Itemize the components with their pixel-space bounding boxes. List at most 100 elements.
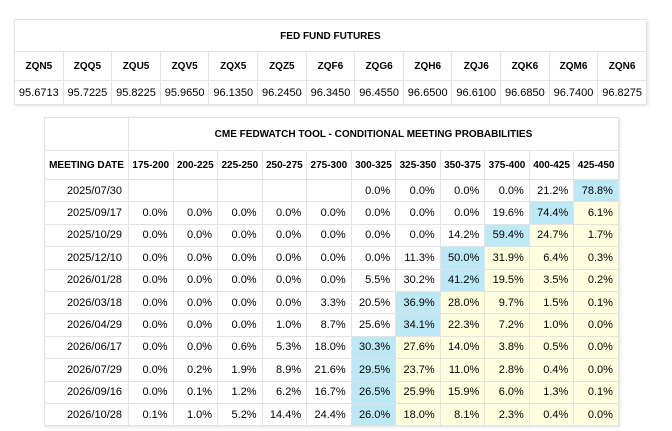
probability-cell: 0.0%	[439, 201, 486, 225]
probability-cell: 1.0%	[261, 313, 308, 337]
probability-cell: 24.4%	[306, 402, 352, 427]
probability-cell: 78.8%	[573, 178, 619, 203]
probability-cell: 0.6%	[217, 335, 263, 360]
probability-cell: 2.3%	[484, 402, 530, 427]
probability-cell: 1.9%	[217, 358, 263, 382]
probability-cell: 0.4%	[528, 358, 575, 382]
rate-range-header: 325-350	[395, 150, 441, 180]
futures-price-cell: 96.4550	[354, 80, 404, 105]
futures-price-cell: 96.6500	[402, 80, 453, 105]
meeting-row: 2025/10/29 0.0% 0.0% 0.0% 0.0% 0.0% 0.0% 0.0% 14…	[44, 223, 619, 248]
probability-cell: 9.7%	[484, 290, 530, 315]
probability-cell: 0.0%	[172, 313, 219, 337]
probability-cell: 0.0%	[172, 223, 219, 248]
rate-range-header: 400-425	[528, 150, 575, 180]
probability-cell: 0.0%	[395, 201, 441, 225]
probability-cell: 0.0%	[306, 246, 352, 270]
probability-cell: 0.0%	[261, 201, 308, 225]
probability-cell: 23.7%	[395, 358, 441, 382]
futures-contract-header: ZQU5	[111, 51, 161, 81]
rate-range-header: 200-225	[172, 150, 219, 180]
probability-cell: 24.7%	[528, 223, 575, 248]
probability-cell: 0.0%	[573, 335, 619, 360]
probability-cell: 0.0%	[128, 268, 174, 292]
probability-cell	[261, 178, 308, 203]
rate-range-header: 425-450	[573, 150, 619, 180]
rate-range-header: 225-250	[217, 150, 263, 180]
probability-cell: 0.0%	[350, 246, 397, 270]
probability-cell: 0.0%	[217, 223, 263, 248]
probability-cell: 0.0%	[573, 358, 619, 382]
probability-cell: 0.1%	[128, 402, 174, 427]
meeting-date-cell: 2026/07/29	[44, 358, 129, 382]
probability-cell: 0.0%	[350, 178, 397, 203]
probability-cell: 25.6%	[350, 313, 397, 337]
futures-price-cell: 96.2450	[257, 80, 307, 105]
probability-cell: 0.2%	[172, 358, 219, 382]
probability-cell: 6.1%	[573, 201, 619, 225]
probability-cell: 0.0%	[306, 201, 352, 225]
futures-price-cell: 96.3450	[305, 80, 356, 105]
probability-cell: 0.0%	[573, 402, 619, 427]
probability-cell: 3.5%	[528, 268, 575, 292]
probability-cell: 30.3%	[350, 335, 397, 360]
meeting-row: 2025/09/17 0.0% 0.0% 0.0% 0.0% 0.0% 0.0% 0.0% 0.…	[44, 201, 619, 225]
probability-cell: 0.0%	[261, 290, 308, 315]
meeting-row: 2026/01/28 0.0% 0.0% 0.0% 0.0% 0.0% 5.5% 30.2% 4…	[44, 268, 619, 292]
probability-cell: 0.0%	[395, 178, 441, 203]
probability-cell: 0.0%	[217, 201, 263, 225]
futures-title: FED FUND FUTURES	[14, 19, 647, 52]
futures-contract-header: ZQZ5	[257, 51, 307, 81]
rate-range-header: 300-325	[350, 150, 397, 180]
probability-cell: 0.0%	[217, 268, 263, 292]
futures-title-row: FED FUND FUTURES	[14, 19, 647, 52]
probability-cell: 0.0%	[128, 246, 174, 270]
probability-cell: 1.3%	[528, 380, 575, 404]
probability-cell: 0.0%	[395, 223, 441, 248]
futures-price-cell: 95.7225	[62, 80, 113, 105]
probability-cell: 0.0%	[128, 223, 174, 248]
futures-price-cell: 96.7400	[548, 80, 599, 105]
probability-cell: 0.1%	[573, 290, 619, 315]
meeting-date-cell: 2026/06/17	[44, 335, 129, 360]
probability-cell: 11.0%	[439, 358, 486, 382]
futures-price-cell: 96.6850	[500, 80, 550, 105]
futures-price-cell: 96.1350	[208, 80, 259, 105]
probability-cell: 0.5%	[528, 335, 575, 360]
probability-cell: 28.0%	[439, 290, 486, 315]
probability-cell: 0.0%	[217, 313, 263, 337]
probability-cell: 8.7%	[306, 313, 352, 337]
meeting-date-cell: 2025/12/10	[44, 246, 129, 270]
probability-cell: 0.0%	[261, 268, 308, 292]
futures-price-cell: 95.9650	[159, 80, 210, 105]
futures-value-row: 95.6713 95.7225 95.8225 95.9650 96.1350 96.24…	[14, 80, 647, 105]
probability-cell: 0.0%	[306, 268, 352, 292]
probability-cell: 0.0%	[217, 290, 263, 315]
rate-range-header: 375-400	[484, 150, 530, 180]
probability-cell: 0.0%	[350, 223, 397, 248]
meeting-row: 2025/12/10 0.0% 0.0% 0.0% 0.0% 0.0% 0.0% 11.3% 5…	[44, 246, 619, 270]
probability-cell: 0.0%	[261, 246, 308, 270]
probability-cell: 29.5%	[350, 358, 397, 382]
futures-contract-header: ZQQ5	[62, 51, 113, 81]
fedwatch-title: CME FEDWATCH TOOL - CONDITIONAL MEETING …	[128, 117, 619, 151]
probability-cell: 30.2%	[395, 268, 441, 292]
meeting-date-cell: 2026/09/16	[44, 380, 129, 404]
fedwatch-probabilities-table: CME FEDWATCH TOOL - CONDITIONAL MEETING …	[44, 117, 619, 427]
probability-cell: 6.0%	[484, 380, 530, 404]
probability-cell: 0.0%	[350, 201, 397, 225]
meeting-date-cell: 2026/04/29	[44, 313, 129, 337]
meeting-date-cell: 2025/07/30	[44, 178, 129, 203]
futures-contract-header: ZQN5	[14, 51, 64, 81]
probability-cell: 0.0%	[172, 268, 219, 292]
probability-cell: 0.0%	[172, 335, 219, 360]
fedwatch-corner	[44, 117, 129, 151]
futures-contract-header: ZQK6	[500, 51, 550, 81]
probability-cell: 1.5%	[528, 290, 575, 315]
meeting-row: 2026/04/29 0.0% 0.0% 0.0% 1.0% 8.7% 25.6% 34.1%…	[44, 313, 619, 337]
fed-fund-futures-table: FED FUND FUTURES ZQN5 ZQQ5 ZQU5 ZQV5 ZQX5 ZQZ…	[14, 19, 647, 105]
probability-cell: 18.0%	[395, 402, 441, 427]
probability-cell: 0.0%	[172, 290, 219, 315]
probability-cell: 1.7%	[573, 223, 619, 248]
probability-cell: 6.2%	[261, 380, 308, 404]
